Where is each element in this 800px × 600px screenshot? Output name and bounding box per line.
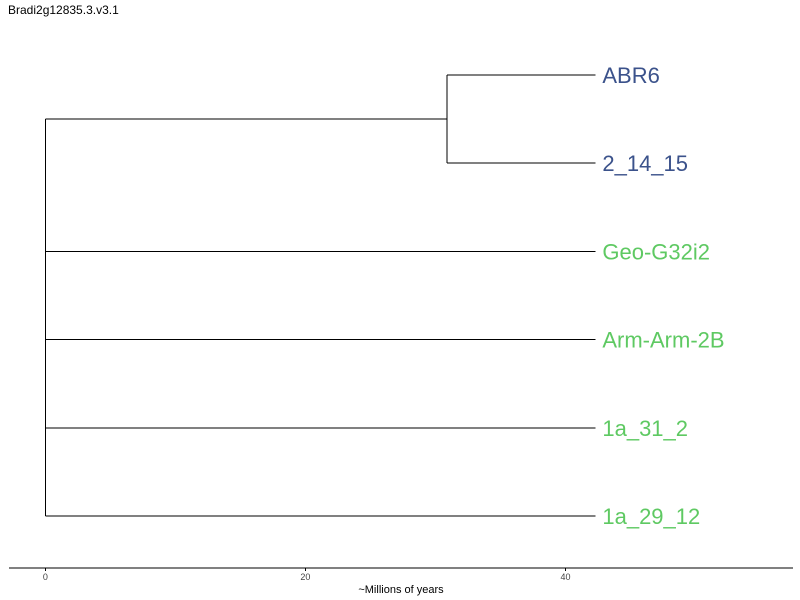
- leaf-label: ABR6: [602, 63, 659, 88]
- leaf-label: 1a_31_2: [602, 416, 688, 441]
- leaf-label: Arm-Arm-2B: [602, 328, 724, 353]
- leaf-label: 2_14_15: [602, 151, 688, 176]
- tree-title: Bradi2g12835.3.v3.1: [8, 3, 119, 17]
- x-tick-label: 20: [300, 572, 310, 582]
- x-tick-label: 0: [43, 572, 48, 582]
- x-tick-label: 40: [560, 572, 570, 582]
- leaf-label: Geo-G32i2: [602, 239, 710, 264]
- x-axis-title: ~Millions of years: [358, 584, 444, 596]
- leaf-label: 1a_29_12: [602, 504, 700, 529]
